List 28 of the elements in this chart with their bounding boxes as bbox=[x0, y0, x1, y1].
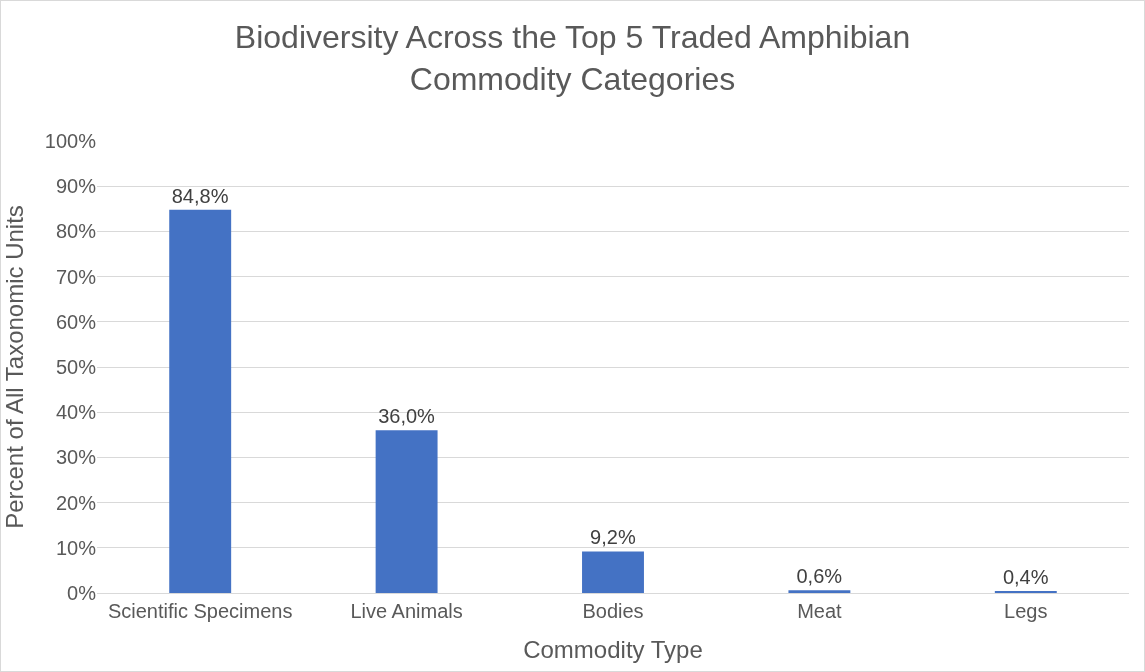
y-tick-label: 10% bbox=[55, 536, 97, 559]
x-tick-label: Scientific Specimens bbox=[107, 600, 293, 622]
data-label: 0,6% bbox=[796, 565, 843, 588]
y-tick-label: 50% bbox=[55, 356, 97, 378]
data-label: 0,4% bbox=[1002, 566, 1049, 588]
data-label: 84,8% bbox=[171, 184, 229, 207]
y-tick-label: 70% bbox=[55, 265, 97, 288]
y-tick-label: 40% bbox=[55, 401, 97, 424]
x-tick-label: Bodies bbox=[582, 600, 644, 622]
data-label: 9,2% bbox=[590, 526, 636, 549]
chart-title: Biodiversity Across the Top 5 Traded Amphibian Commodity Categories bbox=[234, 18, 911, 97]
y-tick-label: 60% bbox=[55, 310, 97, 333]
x-tick-label: Legs bbox=[1004, 600, 1048, 622]
bar bbox=[788, 590, 851, 593]
bar bbox=[582, 551, 644, 593]
y-axis-title: Percent of All Taxonomic Units bbox=[1, 205, 28, 529]
x-axis-title: Commodity Type bbox=[523, 636, 703, 664]
x-tick-label: Meat bbox=[797, 600, 843, 622]
y-tick-label: 80% bbox=[55, 220, 97, 243]
bar bbox=[169, 209, 232, 593]
y-tick-label: 30% bbox=[55, 446, 97, 469]
y-tick-label: 20% bbox=[55, 491, 97, 514]
y-tick-label: 100% bbox=[44, 130, 97, 152]
y-tick-label: 0% bbox=[67, 582, 97, 604]
data-label: 36,0% bbox=[378, 405, 436, 428]
x-tick-label: Live Animals bbox=[350, 600, 463, 622]
bar bbox=[375, 430, 438, 593]
y-tick-label: 90% bbox=[55, 175, 97, 198]
